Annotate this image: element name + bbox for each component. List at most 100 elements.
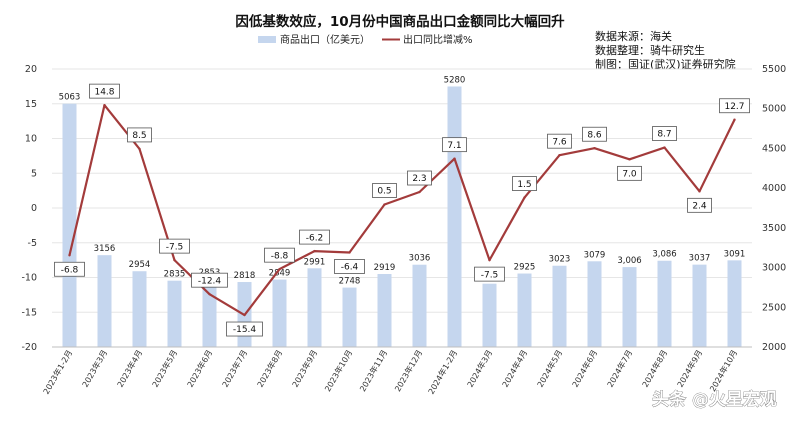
y-right-tick: 2000	[762, 342, 786, 353]
bar-data-label: 3156	[94, 244, 116, 254]
bar-data-label: 2748	[339, 277, 361, 287]
line-data-label: -6.2	[306, 233, 324, 243]
bar-data-label: 3091	[724, 249, 746, 259]
bar-data-label: 2991	[304, 257, 326, 267]
line-data-label: -15.4	[233, 325, 257, 335]
line-label-box	[687, 197, 712, 213]
bar-exports	[167, 280, 182, 347]
bar-labels: 5063315629542835285328182849299127482919…	[59, 75, 746, 286]
line-label-box	[191, 272, 228, 288]
line-label-box	[547, 133, 572, 149]
bar-exports	[342, 287, 357, 347]
y-right-tick: 2500	[762, 302, 786, 313]
line-data-label: 2.4	[692, 202, 707, 212]
x-tick-label: 2023年5月	[150, 348, 179, 389]
x-tick-label: 2024年3月	[465, 348, 494, 389]
line-data-label: 7.1	[447, 141, 461, 151]
line-label-box	[512, 176, 537, 191]
bar-data-label: 2835	[164, 270, 186, 280]
line-label-box	[264, 247, 295, 263]
line-point	[68, 254, 71, 257]
bar-exports	[587, 261, 602, 347]
bar-exports	[377, 274, 392, 347]
x-tick-label: 2024年7月	[605, 348, 634, 389]
x-tick-label: 2023年8月	[255, 348, 284, 389]
line-data-label: -6.8	[61, 265, 79, 275]
y-right-tick: 5000	[762, 104, 786, 115]
x-tick-label: 2023年6月	[185, 348, 214, 389]
legend: 商品出口（亿美元） 出口同比增减%	[258, 33, 473, 46]
x-tick-label: 2024年1-2月	[426, 348, 459, 396]
y-left-tick: -10	[21, 273, 37, 284]
line-data-label: -6.4	[341, 263, 359, 273]
y-left-tick: 10	[25, 134, 37, 145]
y-right-tick: 5500	[762, 64, 786, 75]
line-data-label: 0.5	[377, 187, 391, 197]
line-label-box	[652, 126, 677, 141]
line-point	[173, 258, 176, 262]
source-line-1: 数据来源：海关	[595, 29, 672, 43]
watermark-text: 头条 @火星宏观	[652, 389, 777, 410]
line-data-label: 8.6	[587, 130, 602, 140]
y-left-tick: 20	[25, 64, 37, 75]
source-notes: 数据来源：海关 数据整理：骑牛研究生 制图：国证(武汉)证券研究院	[595, 29, 736, 71]
y-left-tick: 15	[25, 99, 37, 110]
line-label-box	[54, 261, 85, 277]
line-label-box	[617, 165, 642, 181]
line-point	[278, 267, 281, 271]
x-tick-label: 2023年11月	[357, 348, 389, 393]
line-data-label: -8.8	[271, 251, 289, 261]
bar-exports	[412, 264, 427, 347]
x-tick-label: 2024年10月	[707, 348, 739, 393]
bar-exports	[517, 273, 532, 347]
legend-swatch-exports	[258, 36, 276, 43]
bar-data-label: 2849	[269, 269, 291, 279]
y-right-tick: 4500	[762, 143, 786, 154]
x-tick-label: 2023年12月	[392, 348, 424, 393]
x-tick-label: 2024年4月	[500, 348, 529, 389]
bar-data-label: 2818	[234, 271, 256, 281]
watermark: 头条 @火星宏观	[652, 389, 778, 411]
line-data-label: -7.5	[166, 242, 184, 252]
bar-data-label: 3,086	[652, 250, 676, 260]
line-point	[628, 158, 631, 161]
line-label-box	[719, 98, 750, 114]
line-point	[138, 147, 141, 151]
bar-data-label: 5063	[59, 93, 81, 103]
bar-exports	[622, 267, 637, 347]
line-label-box	[226, 321, 263, 337]
x-tick-label: 2024年9月	[675, 348, 704, 389]
x-tick-label: 2023年3月	[80, 348, 109, 389]
line-label-box	[299, 229, 330, 245]
bar-data-label: 2954	[129, 260, 151, 270]
line-data-label: -7.5	[481, 270, 499, 280]
bar-data-label: 5280	[444, 75, 466, 85]
line-point	[698, 190, 701, 193]
line-label-box	[334, 259, 365, 274]
y-left-tick: -5	[28, 238, 37, 249]
line-point	[733, 118, 736, 121]
bar-data-label: 3023	[549, 255, 571, 265]
bar-data-label: 3037	[689, 254, 711, 264]
x-axis: 2023年1-2月 2023年3月 2023年4月 2023年5月 2023年6月 202…	[41, 346, 752, 396]
x-tick-label: 2024年6月	[570, 348, 599, 389]
bar-data-label: 2919	[374, 263, 396, 273]
line-point	[103, 103, 106, 107]
line-point	[348, 251, 351, 254]
line-data-label: 8.7	[657, 130, 671, 140]
bar-exports	[692, 264, 707, 347]
source-line-2: 数据整理：骑牛研究生	[595, 43, 705, 57]
y-left-tick: 0	[31, 203, 37, 214]
line-point	[208, 292, 211, 296]
x-tick-label: 2023年4月	[115, 348, 144, 389]
line-label-box	[407, 170, 432, 186]
line-point	[383, 203, 386, 206]
line-point	[663, 146, 666, 149]
bar-exports	[657, 260, 672, 347]
line-data-label: 14.8	[94, 87, 114, 97]
bar-data-label: 2925	[514, 263, 536, 273]
line-point	[418, 190, 421, 194]
line-label-box	[127, 127, 152, 143]
legend-label-exports: 商品出口（亿美元）	[280, 33, 370, 46]
